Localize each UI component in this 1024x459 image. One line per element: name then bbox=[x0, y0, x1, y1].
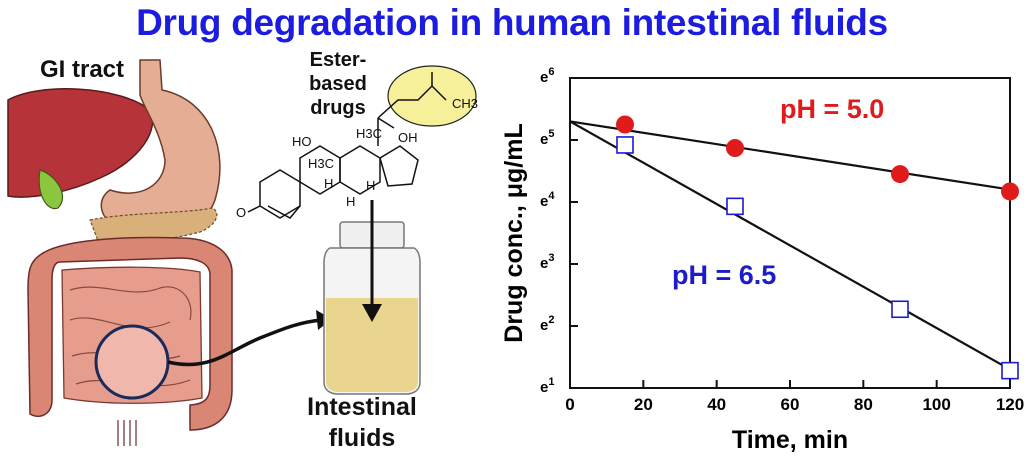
data-point-ph-6-5 bbox=[726, 197, 744, 216]
y-tick-label: e5 bbox=[540, 128, 554, 148]
molecule-ho: HO bbox=[292, 134, 312, 149]
molecule-h-2: H bbox=[346, 194, 355, 209]
y-tick-label: e1 bbox=[540, 376, 554, 396]
ester-drugs-label-line1: Ester-based bbox=[309, 49, 367, 95]
data-point-ph-5-0 bbox=[891, 165, 909, 184]
drug-arrow-head bbox=[362, 304, 382, 322]
molecule-h3c-b: H3C bbox=[308, 156, 334, 171]
x-tick-label: 40 bbox=[707, 395, 726, 414]
data-point-ph-5-0 bbox=[726, 139, 744, 158]
y-tick-label: e2 bbox=[540, 314, 554, 334]
gi-tract-illustration bbox=[7, 59, 332, 446]
x-tick-label: 0 bbox=[565, 395, 574, 414]
y-axis-label: Drug conc., μg/mL bbox=[500, 123, 528, 342]
intestinal-fluids-label-line2: fluids bbox=[328, 424, 396, 452]
gallbladder-shape bbox=[38, 169, 64, 210]
molecule-ch3: CH3 bbox=[452, 96, 478, 111]
x-axis-label: Time, min bbox=[732, 426, 848, 454]
data-point-ph-6-5 bbox=[1001, 361, 1019, 380]
y-tick-label: e3 bbox=[540, 252, 554, 272]
data-point-ph-6-5 bbox=[891, 300, 909, 319]
gi-tract-label: GI tract bbox=[40, 56, 125, 83]
series-label-ph-6-5: pH = 6.5 bbox=[672, 260, 776, 290]
colon-shape bbox=[27, 236, 233, 431]
molecule-h3c-a: H3C bbox=[356, 126, 382, 141]
fit-line-ph-6-5 bbox=[569, 120, 1011, 371]
data-point-ph-6-5 bbox=[616, 136, 634, 154]
molecule-h-3: H bbox=[366, 178, 375, 193]
sampling-arrow bbox=[167, 318, 323, 367]
ester-drugs-label-line2: drugs bbox=[310, 97, 366, 119]
vial-fluid bbox=[326, 298, 418, 392]
y-tick-label: e4 bbox=[540, 190, 555, 210]
drug-molecule-structure: CH3 OH HO H3C H3C H H H O bbox=[236, 65, 478, 220]
ester-group-highlight bbox=[387, 65, 477, 127]
x-tick-label: 100 bbox=[922, 395, 950, 414]
pancreas-shape bbox=[89, 207, 218, 247]
x-tick-label: 80 bbox=[854, 395, 873, 414]
plot-frame bbox=[569, 77, 1011, 389]
vial-illustration bbox=[323, 200, 421, 395]
molecule-h-1: H bbox=[324, 176, 333, 191]
x-tick-label: 120 bbox=[996, 395, 1024, 414]
x-tick-label: 20 bbox=[634, 395, 653, 414]
x-tick-label: 60 bbox=[781, 395, 800, 414]
data-point-ph-5-0 bbox=[1001, 182, 1019, 201]
molecule-o: O bbox=[236, 205, 246, 220]
data-point-ph-5-0 bbox=[616, 115, 634, 134]
intestinal-fluids-label: Intestinal fluids bbox=[296, 392, 428, 454]
ester-drugs-label: Ester-based drugs bbox=[282, 48, 394, 120]
y-tick-label: e6 bbox=[540, 66, 554, 86]
fit-line-ph-5-0 bbox=[569, 120, 1011, 191]
molecule-oh: OH bbox=[398, 130, 418, 145]
intestinal-fluids-label-line1: Intestinal bbox=[307, 393, 417, 421]
series-label-ph-5-0: pH = 5.0 bbox=[780, 94, 884, 124]
page-title: Drug degradation in human intestinal flu… bbox=[136, 2, 888, 43]
